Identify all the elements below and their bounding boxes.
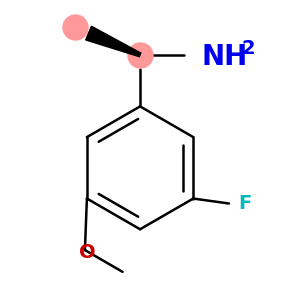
Text: 2: 2 <box>241 39 255 58</box>
Text: F: F <box>238 194 251 213</box>
Text: O: O <box>79 242 95 262</box>
Polygon shape <box>86 26 141 57</box>
Text: NH: NH <box>202 43 248 71</box>
